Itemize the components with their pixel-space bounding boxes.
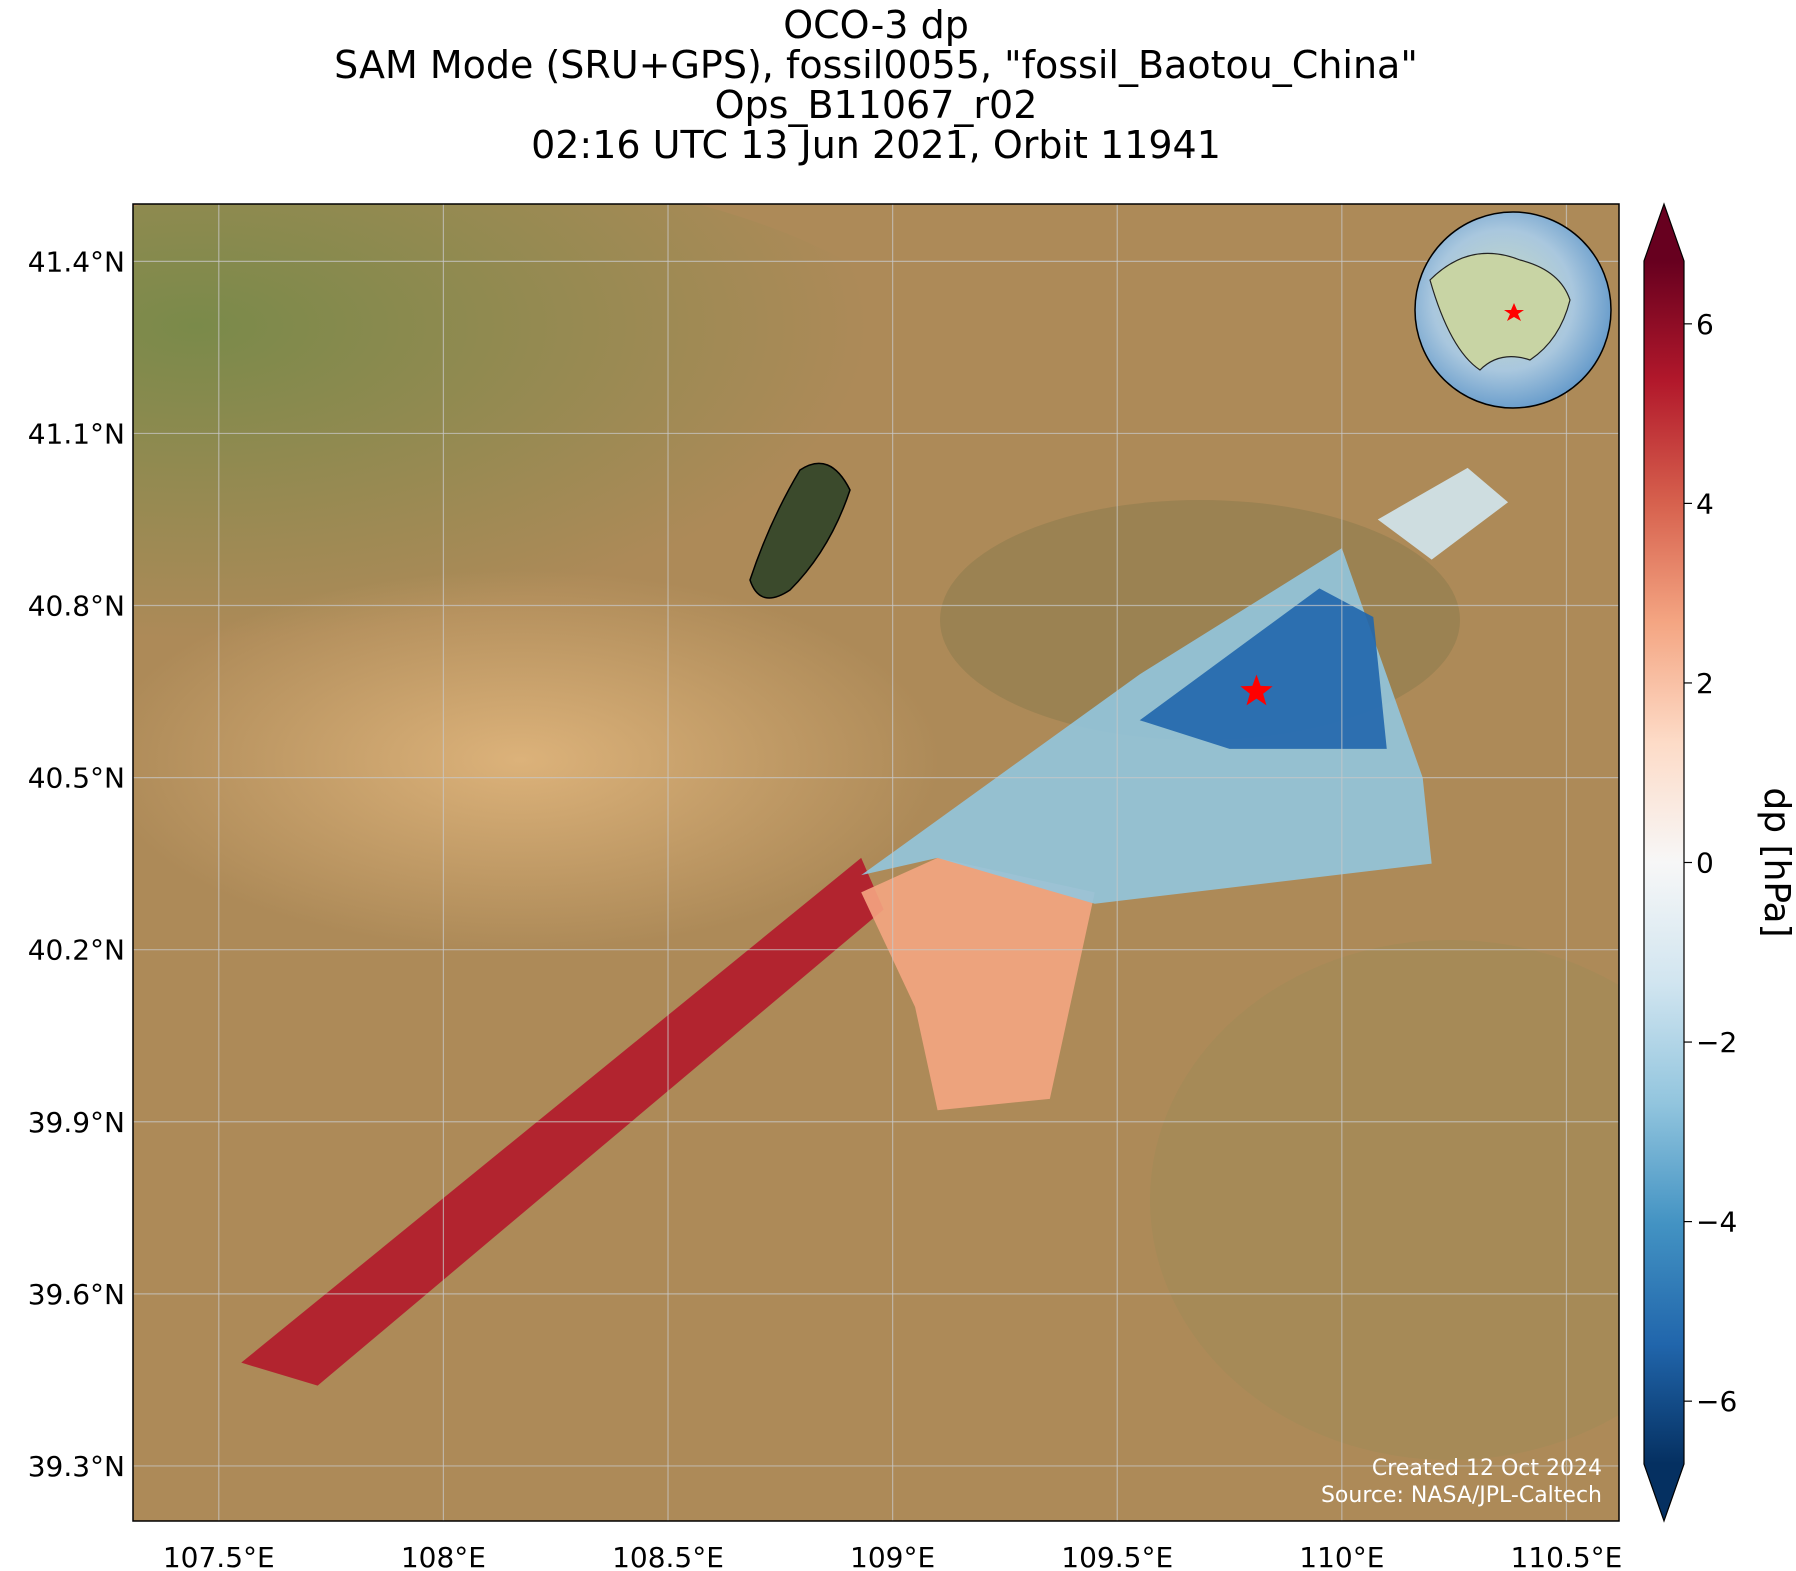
annotation: Source: NASA/JPL-Caltech <box>1321 1483 1602 1508</box>
colorbar-extend-min <box>1644 1464 1684 1521</box>
x-tick-label: 108°E <box>401 1541 486 1571</box>
x-tick-label: 110°E <box>1299 1541 1384 1571</box>
chart-title: OCO-3 dp <box>783 3 969 47</box>
chart-title: SAM Mode (SRU+GPS), fossil0055, "fossil_… <box>334 43 1418 87</box>
plot-frame <box>132 203 1620 1522</box>
y-tick-label: 40.2°N <box>28 934 125 967</box>
swath-region <box>861 857 1095 1111</box>
y-tick-label: 40.8°N <box>28 590 125 623</box>
y-tick-label: 39.9°N <box>28 1106 125 1139</box>
chart-title: 02:16 UTC 13 Jun 2021, Orbit 11941 <box>531 123 1221 167</box>
x-tick-label: 107.5°E <box>163 1541 275 1571</box>
chart-title: Ops_B11067_r02 <box>715 83 1038 127</box>
colorbar-extend-max <box>1644 204 1684 261</box>
x-tick-label: 109.5°E <box>1061 1541 1173 1571</box>
colorbar-tick-label: 4 <box>1696 487 1714 520</box>
colorbar-tick-label: −2 <box>1696 1026 1737 1059</box>
swath-region <box>1139 588 1387 749</box>
y-tick-label: 39.6°N <box>28 1278 125 1311</box>
colorbar-tick-label: −4 <box>1696 1206 1737 1239</box>
annotation: Created 12 Oct 2024 <box>1372 1456 1602 1481</box>
site-marker <box>1240 674 1273 706</box>
y-tick-label: 41.1°N <box>28 417 125 450</box>
colorbar-tick-label: 6 <box>1696 308 1714 341</box>
y-tick-label: 39.3°N <box>28 1450 125 1483</box>
colorbar <box>1644 261 1684 1464</box>
colorbar-outline <box>1643 202 1685 1523</box>
colorbar-tick-label: −6 <box>1696 1385 1737 1418</box>
x-tick-label: 109°E <box>850 1541 935 1571</box>
colorbar-tick-label: 0 <box>1696 847 1714 880</box>
y-tick-label: 41.4°N <box>28 245 125 278</box>
swath-region <box>1377 467 1509 560</box>
y-tick-label: 40.5°N <box>28 762 125 795</box>
x-tick-label: 110.5°E <box>1511 1541 1623 1571</box>
colorbar-label: dp [hPa] <box>1756 787 1796 937</box>
colorbar-tick-label: 2 <box>1696 667 1714 700</box>
x-tick-label: 108.5°E <box>612 1541 724 1571</box>
inset-globe <box>1414 211 1612 409</box>
